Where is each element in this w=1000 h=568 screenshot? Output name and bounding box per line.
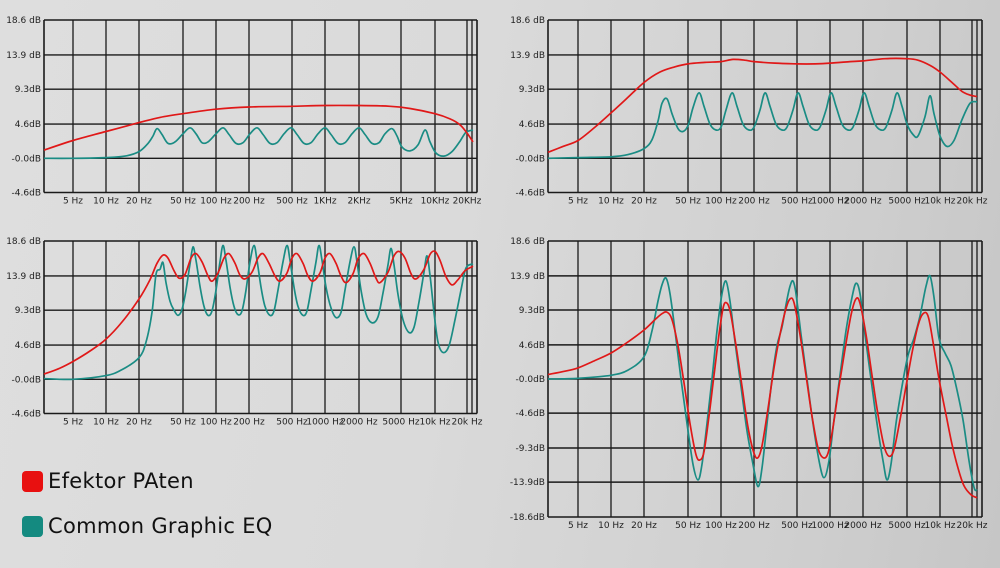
- x-tick-label: 1000 Hz: [811, 197, 849, 207]
- series-efektor-paten-line: [43, 104, 474, 151]
- series-common-graphic-eq-line: [43, 244, 474, 381]
- legend-label: Common Graphic EQ: [48, 514, 273, 538]
- x-tick-label: 10k Hz: [924, 521, 955, 531]
- x-tick-label: 2000 Hz: [844, 521, 882, 531]
- x-tick-label: 5000 Hz: [888, 521, 926, 531]
- x-tick-label: 200 Hz: [233, 418, 265, 428]
- chart-bottom-right: 18.6 dB 13.9 dB 9.3dB 4.6dB -0.0dB -4.6dB -9.3…: [510, 237, 988, 531]
- x-tick-label: 20 Hz: [126, 197, 152, 207]
- x-tick-label: 10 Hz: [93, 197, 119, 207]
- series-efektor-paten-line: [43, 250, 474, 375]
- x-tick-label: 100 Hz: [200, 418, 232, 428]
- y-tick-label: -0.0dB: [12, 375, 41, 385]
- x-tick-label: 50 Hz: [170, 418, 196, 428]
- x-tick-label: 500 Hz: [781, 197, 813, 207]
- legend-label: Efektor PAten: [48, 469, 194, 493]
- chart-top-left: 18.6 dB 13.9 dB 9.3dB 4.6dB -0.0dB -4.6dB 5 Hz…: [6, 16, 481, 207]
- y-tick-label: 4.6dB: [15, 341, 41, 351]
- x-tick-label: 20k Hz: [956, 197, 987, 207]
- x-tick-label: 100 Hz: [705, 197, 737, 207]
- y-tick-label: 18.6 dB: [6, 237, 41, 247]
- chart-top-right: 18.6 dB 13.9 dB 9.3dB 4.6dB -0.0dB -4.6dB 5 Hz…: [510, 16, 988, 207]
- x-tick-label: 10 Hz: [93, 418, 119, 428]
- x-tick-label: 10 Hz: [598, 197, 624, 207]
- series-common-graphic-eq-line: [43, 126, 474, 160]
- x-tick-label: 500 Hz: [276, 197, 308, 207]
- series-common-graphic-eq-line: [547, 92, 978, 160]
- x-tick-label: 10 Hz: [598, 521, 624, 531]
- y-tick-label: -0.0dB: [12, 154, 41, 164]
- y-tick-label: 4.6dB: [519, 120, 545, 130]
- x-tick-label: 5000 Hz: [888, 197, 926, 207]
- y-tick-label: -4.6dB: [516, 189, 545, 199]
- x-tick-label: 2000 Hz: [844, 197, 882, 207]
- x-tick-label: 500 Hz: [276, 418, 308, 428]
- x-tick-label: 50 Hz: [170, 197, 196, 207]
- x-tick-label: 20 Hz: [126, 418, 152, 428]
- x-tick-label: 2KHz: [347, 197, 370, 207]
- y-tick-label: -4.6dB: [516, 409, 545, 419]
- x-tick-label: 5 Hz: [63, 418, 83, 428]
- legend-item-common-graphic-eq: Common Graphic EQ: [22, 511, 273, 541]
- series-efektor-paten-line: [547, 57, 978, 154]
- x-tick-label: 10KHz: [421, 197, 450, 207]
- x-tick-label: 5 Hz: [568, 197, 588, 207]
- y-tick-label: 13.9 dB: [6, 272, 41, 282]
- y-tick-label: 13.9 dB: [6, 51, 41, 61]
- y-tick-label: 13.9 dB: [510, 51, 545, 61]
- y-tick-label: -4.6dB: [12, 410, 41, 420]
- y-tick-label: -18.6dB: [510, 513, 545, 523]
- y-tick-label: -4.6dB: [12, 189, 41, 199]
- y-tick-label: 18.6 dB: [510, 237, 545, 247]
- x-tick-label: 5KHz: [389, 197, 412, 207]
- x-tick-label: 1000 Hz: [306, 418, 344, 428]
- y-tick-label: 18.6 dB: [6, 16, 41, 26]
- series-common-graphic-eq-line: [547, 274, 978, 492]
- x-tick-label: 200 Hz: [738, 197, 770, 207]
- legend: Efektor PAten Common Graphic EQ: [22, 466, 273, 556]
- series-efektor-paten-line: [547, 297, 978, 499]
- chart-bottom-left: 18.6 dB 13.9 dB 9.3dB 4.6dB -0.0dB -4.6dB 5 Hz…: [6, 237, 483, 428]
- x-tick-label: 5 Hz: [63, 197, 83, 207]
- x-tick-label: 5 Hz: [568, 521, 588, 531]
- x-tick-label: 20k Hz: [956, 521, 987, 531]
- y-tick-label: -0.0dB: [516, 154, 545, 164]
- y-tick-label: 9.3dB: [519, 85, 545, 95]
- y-tick-label: 4.6dB: [519, 341, 545, 351]
- y-tick-label: -13.9dB: [510, 478, 545, 488]
- x-tick-label: 50 Hz: [675, 521, 701, 531]
- legend-item-efektor-paten: Efektor PAten: [22, 466, 273, 496]
- x-tick-label: 500 Hz: [781, 521, 813, 531]
- x-tick-label: 1000 Hz: [811, 521, 849, 531]
- x-tick-label: 5000 Hz: [382, 418, 420, 428]
- x-tick-label: 200 Hz: [233, 197, 265, 207]
- y-tick-label: 4.6dB: [15, 120, 41, 130]
- y-tick-label: 9.3dB: [15, 306, 41, 316]
- x-tick-label: 10k Hz: [924, 197, 955, 207]
- y-tick-label: 9.3dB: [519, 306, 545, 316]
- x-tick-label: 200 Hz: [738, 521, 770, 531]
- y-tick-label: 18.6 dB: [510, 16, 545, 26]
- x-tick-label: 50 Hz: [675, 197, 701, 207]
- red-swatch-icon: [22, 470, 43, 492]
- x-tick-label: 10k Hz: [419, 418, 450, 428]
- x-tick-label: 20KHz: [453, 197, 482, 207]
- x-tick-label: 2000 Hz: [340, 418, 378, 428]
- y-tick-label: -0.0dB: [516, 375, 545, 385]
- x-tick-label: 100 Hz: [705, 521, 737, 531]
- x-tick-label: 20k Hz: [451, 418, 482, 428]
- teal-swatch-icon: [22, 515, 43, 537]
- x-tick-label: 100 Hz: [200, 197, 232, 207]
- x-tick-label: 1KHz: [313, 197, 336, 207]
- x-tick-label: 20 Hz: [631, 197, 657, 207]
- y-tick-label: 9.3dB: [15, 85, 41, 95]
- y-tick-label: 13.9 dB: [510, 272, 545, 282]
- y-tick-label: -9.3dB: [516, 444, 545, 454]
- x-tick-label: 20 Hz: [631, 521, 657, 531]
